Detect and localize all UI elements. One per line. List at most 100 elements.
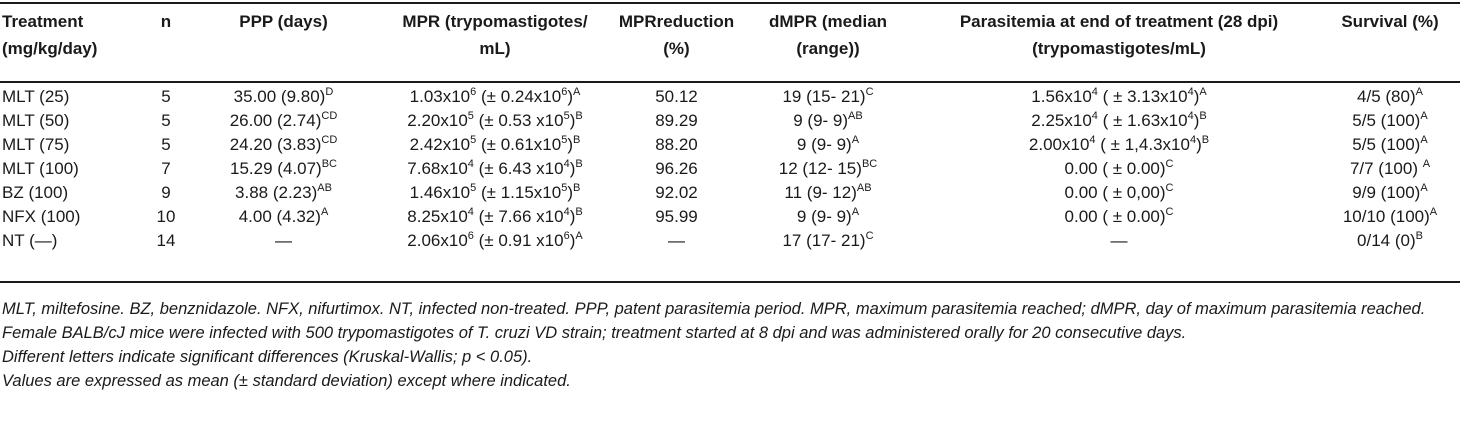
cell-parasitemia: —	[918, 229, 1320, 253]
mpr-sd-exponent: 5	[561, 134, 568, 146]
cell-ppp: 24.20 (3.83)CD	[192, 133, 375, 157]
parasitemia-mantissa: 1.56x10	[1031, 87, 1092, 106]
cell-dmpr: 9 (9- 9)A	[738, 205, 918, 229]
cell-ppp: 35.00 (9.80)D	[192, 80, 375, 109]
header-rule	[0, 81, 1460, 83]
table-row: MLT (50) 5 26.00 (2.74)CD 2.20x105 (± 0.53 …	[0, 109, 1460, 133]
header-survival: Survival (%)	[1341, 12, 1439, 31]
cell-survival: 7/7 (100) A	[1320, 157, 1460, 181]
mpr-close: )	[567, 87, 573, 106]
parasitemia-close: )	[1193, 87, 1200, 106]
ppp-text: 15.29 (4.07)	[230, 159, 322, 178]
cell-treatment: BZ (100)	[0, 181, 140, 205]
n-text: 5	[161, 135, 171, 154]
cell-ppp: —	[192, 229, 375, 253]
mpr-close: )	[569, 231, 576, 250]
header-dmpr: dMPR (median (range))	[768, 12, 888, 58]
significance-letter: C	[1165, 158, 1174, 170]
cell-n: 10	[140, 205, 192, 229]
results-table: Treatment (mg/kg/day) n PPP (days) MPR (t…	[0, 8, 1460, 253]
mpr-close: )	[569, 111, 576, 130]
significance-letter: A	[1420, 110, 1428, 122]
n-text: 5	[161, 87, 171, 106]
significance-letter: CD	[321, 134, 338, 146]
parasitemia-exponent: 4	[1091, 86, 1098, 98]
cell-parasitemia: 0.00 ( ± 0.00)C	[918, 157, 1320, 181]
significance-letter: A	[851, 134, 860, 146]
ppp-text: —	[275, 231, 292, 250]
ppp-text: 35.00 (9.80)	[233, 87, 326, 106]
cell-survival: 10/10 (100)A	[1320, 205, 1460, 229]
significance-letter: A	[320, 206, 329, 218]
cell-treatment: MLT (25)	[0, 80, 140, 109]
parasitemia-sd-exponent: 4	[1189, 134, 1197, 146]
cell-dmpr: 11 (9- 12)AB	[738, 181, 918, 205]
header-ppp: PPP (days)	[239, 12, 328, 31]
cell-ppp: 3.88 (2.23)AB	[192, 181, 375, 205]
table-row: MLT (75) 5 24.20 (3.83)CD 2.42x105 (± 0.61x…	[0, 133, 1460, 157]
parasitemia-sd: ( ± 1.63x10	[1097, 111, 1188, 130]
dmpr-text: 9 (9- 9)	[796, 135, 852, 154]
cell-n: 5	[140, 133, 192, 157]
significance-letter: C	[865, 86, 874, 98]
cell-mpr: 1.03x106 (± 0.24x106)A	[375, 80, 615, 109]
treatment-text: NT (—)	[2, 231, 58, 250]
mpr-exponent: 4	[467, 206, 474, 218]
cell-mpr-reduction: 50.12	[615, 80, 738, 109]
table-row: NFX (100) 10 4.00 (4.32)A 8.25x104 (± 7.66 …	[0, 205, 1460, 229]
cell-mpr-reduction: 88.20	[615, 133, 738, 157]
mpr-mantissa: 2.20x10	[407, 111, 468, 130]
bottom-rule	[0, 281, 1460, 283]
cell-parasitemia: 2.25x104 ( ± 1.63x104)B	[918, 109, 1320, 133]
mpr-exponent: 5	[467, 110, 474, 122]
cell-mpr: 8.25x104 (± 7.66 x104)B	[375, 205, 615, 229]
mpr-mantissa: 1.46x10	[409, 183, 471, 202]
mpr-close: )	[567, 135, 573, 154]
n-text: 14	[156, 231, 176, 250]
cell-n: 5	[140, 109, 192, 133]
dmpr-text: 12 (12- 15)	[778, 159, 862, 178]
significance-letter: AB	[856, 182, 872, 194]
significance-letter: A	[851, 206, 860, 218]
significance-letter: B	[573, 134, 581, 146]
parasitemia-mantissa: 0.00 ( ± 0.00)	[1064, 207, 1166, 226]
survival-text: 0/14 (0)	[1357, 231, 1416, 250]
significance-letter: BC	[861, 158, 878, 170]
cell-dmpr: 9 (9- 9)A	[738, 133, 918, 157]
treatment-text: MLT (100)	[2, 159, 79, 178]
cell-mpr-reduction: 95.99	[615, 205, 738, 229]
cell-mpr: 2.20x105 (± 0.53 x105)B	[375, 109, 615, 133]
table-row: MLT (25) 5 35.00 (9.80)D 1.03x106 (± 0.24x1…	[0, 80, 1460, 109]
survival-text: 10/10 (100)	[1342, 207, 1430, 226]
mpr-mantissa: 1.03x10	[409, 87, 471, 106]
cell-n: 14	[140, 229, 192, 253]
significance-letter: B	[573, 182, 581, 194]
mpr-sd: (± 0.53 x10	[473, 111, 564, 130]
mpr-reduction-text: 89.29	[655, 111, 698, 130]
mpr-reduction-text: 88.20	[655, 135, 698, 154]
mpr-sd-exponent: 5	[561, 182, 568, 194]
significance-letter: A	[1422, 158, 1431, 170]
significance-letter: B	[575, 110, 583, 122]
cell-mpr: 2.06x106 (± 0.91 x106)A	[375, 229, 615, 253]
mpr-reduction-text: 95.99	[655, 207, 698, 226]
parasitemia-mantissa: 2.00x10	[1028, 135, 1090, 154]
cell-mpr-reduction: 89.29	[615, 109, 738, 133]
cell-survival: 5/5 (100)A	[1320, 133, 1460, 157]
mpr-exponent: 5	[470, 182, 477, 194]
cell-treatment: MLT (75)	[0, 133, 140, 157]
header-mpr: MPR (trypomastigotes/mL)	[402, 12, 588, 58]
significance-letter: A	[1420, 182, 1428, 194]
significance-letter: AB	[317, 182, 332, 194]
parasitemia-close: )	[1193, 111, 1200, 130]
mpr-mantissa: 8.25x10	[407, 207, 468, 226]
significance-letter: A	[1420, 134, 1428, 146]
ppp-text: 3.88 (2.23)	[235, 183, 318, 202]
mpr-reduction-text: 92.02	[655, 183, 698, 202]
top-rule	[0, 2, 1460, 4]
n-text: 9	[161, 183, 171, 202]
significance-letter: AB	[848, 110, 863, 122]
dmpr-text: 11 (9- 12)	[784, 183, 857, 202]
mpr-exponent: 4	[467, 158, 474, 170]
